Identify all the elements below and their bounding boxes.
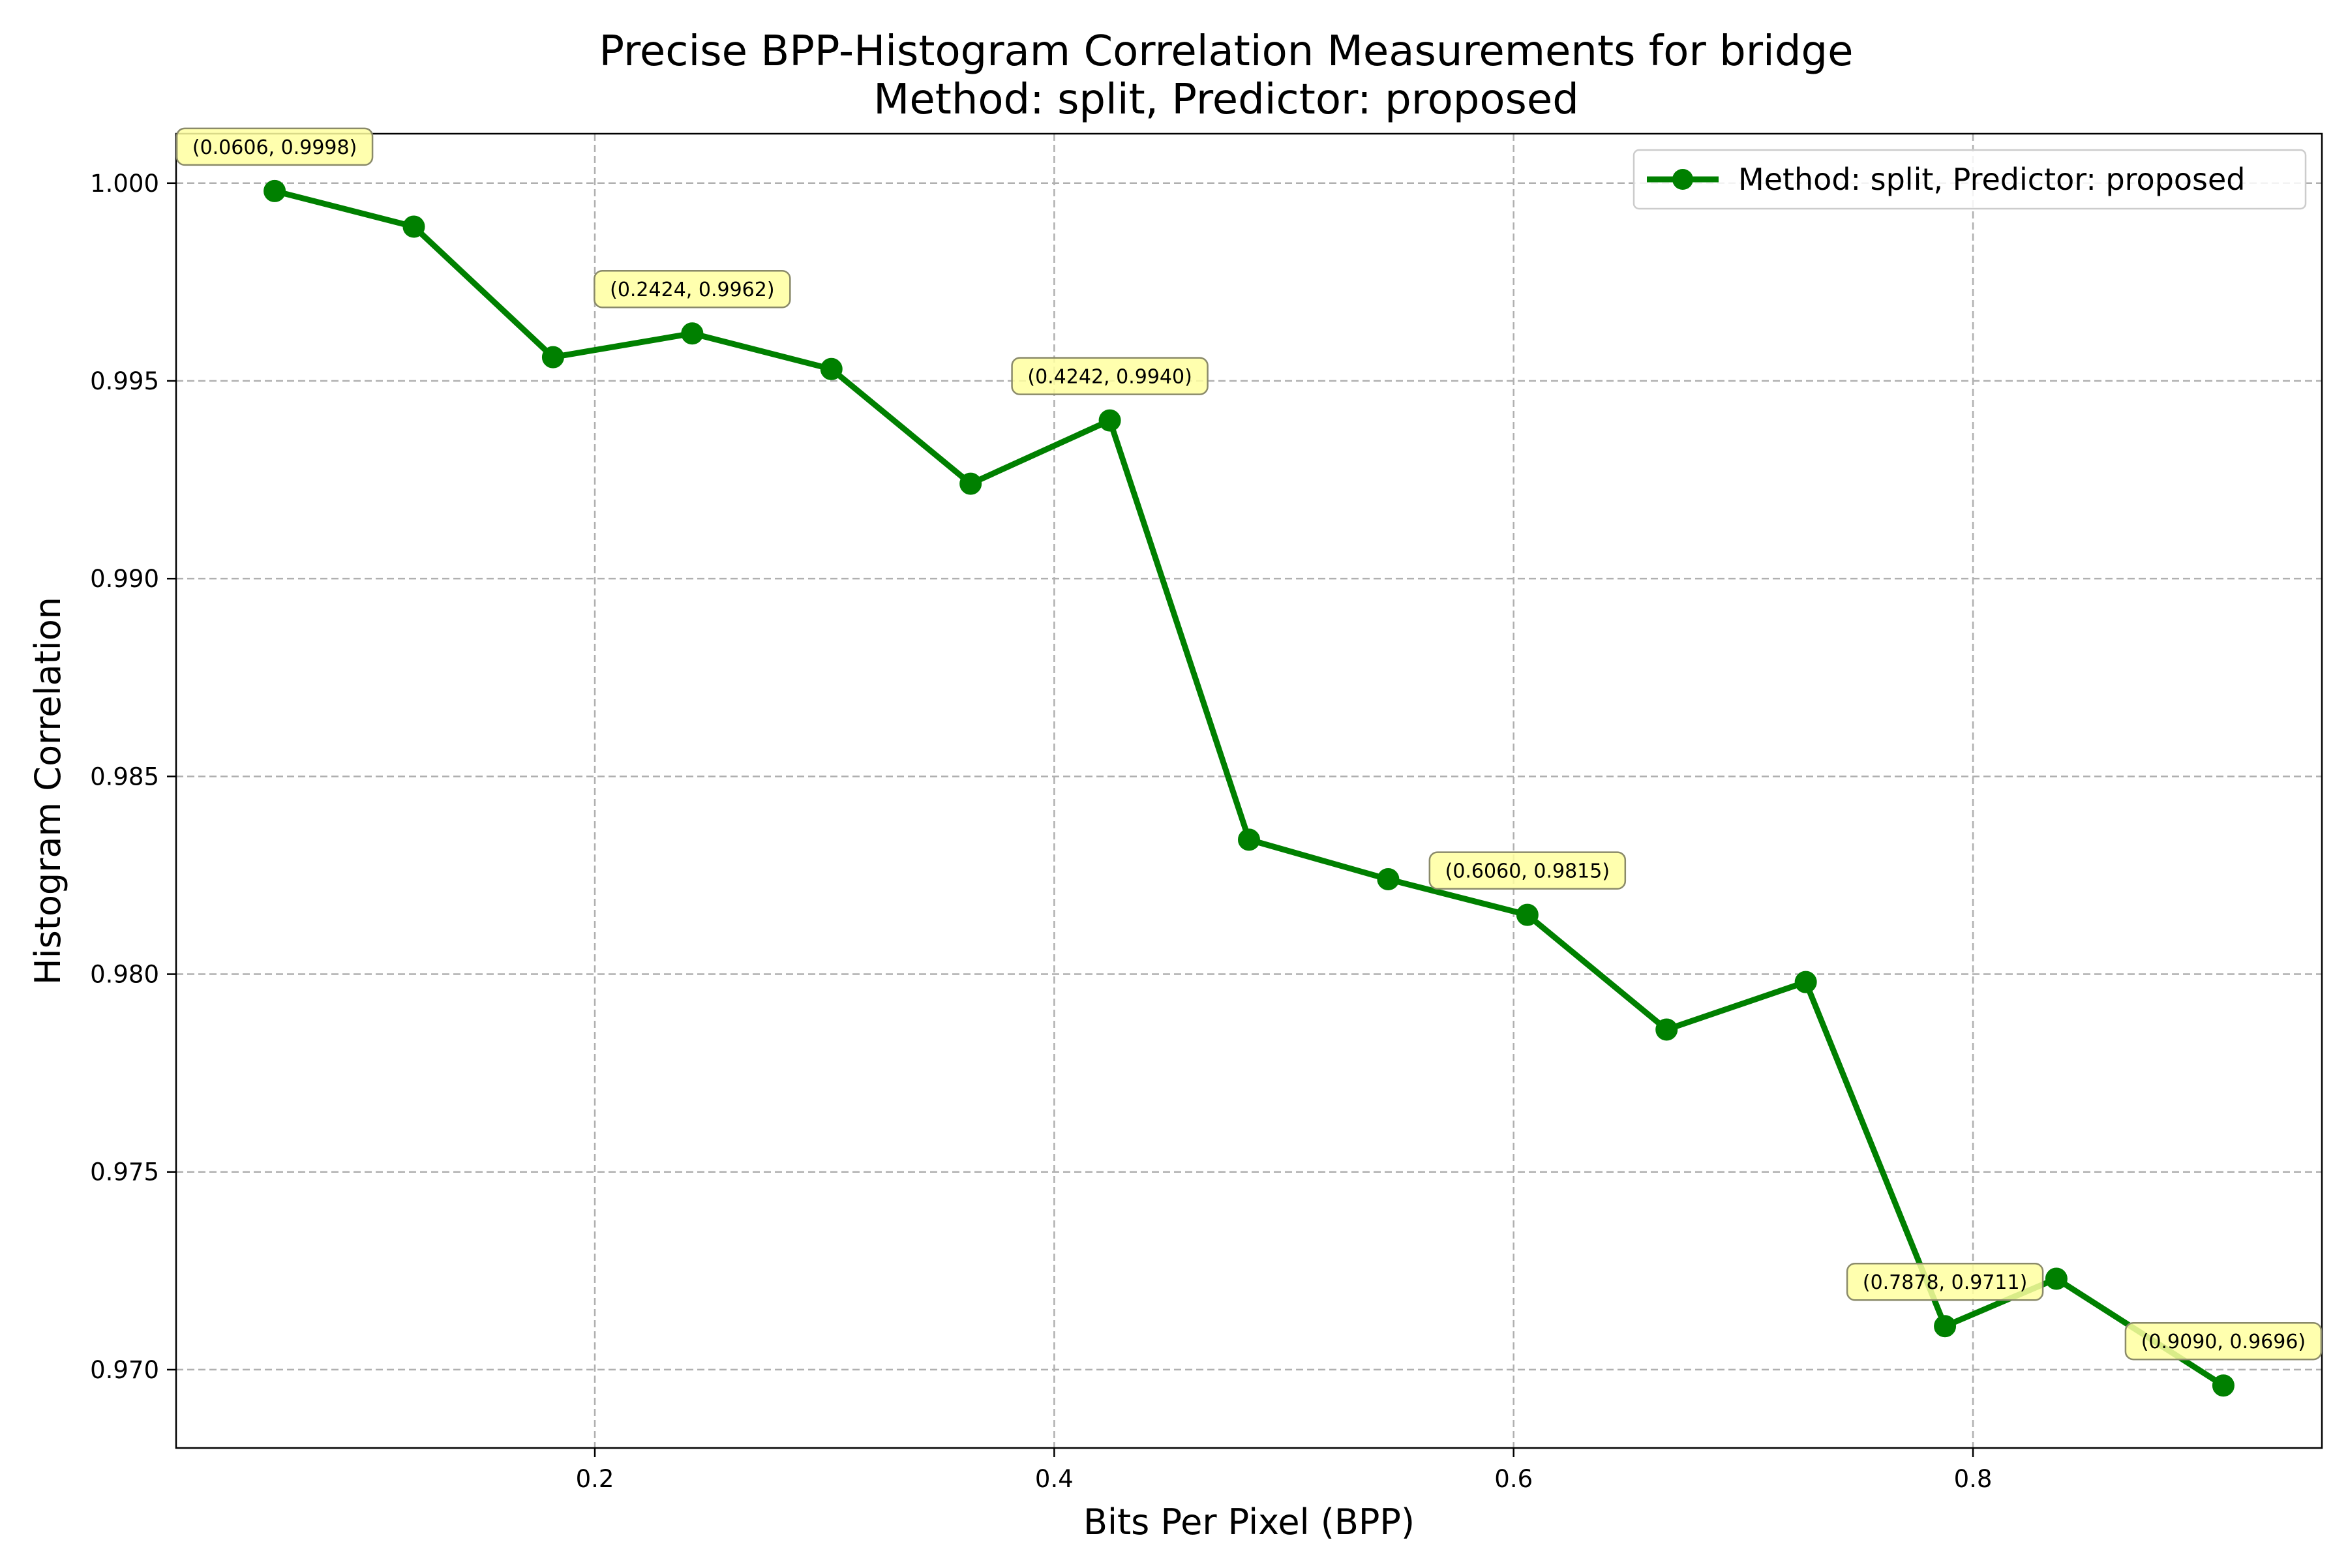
y-tick-label: 0.980 xyxy=(90,961,159,989)
data-point xyxy=(1934,1315,1957,1338)
y-tick-label: 1.000 xyxy=(90,170,159,198)
y-tick-label: 0.990 xyxy=(90,565,159,593)
annotation-box xyxy=(594,269,791,309)
x-tick-label: 0.8 xyxy=(1954,1465,1993,1493)
annotation-label: (0.7878, 0.9711) xyxy=(1863,1271,2027,1294)
annotation-label: (0.9090, 0.9696) xyxy=(2141,1331,2306,1353)
legend-box xyxy=(1633,149,2307,210)
annotation-label: (0.6060, 0.9815) xyxy=(1445,860,1610,883)
y-axis-label: Histogram Correlation xyxy=(27,597,68,985)
data-point xyxy=(1238,828,1260,851)
annotation-box xyxy=(1011,357,1209,395)
data-point xyxy=(2045,1267,2068,1290)
series-line xyxy=(271,188,2227,1389)
annotation-label: (0.4242, 0.9940) xyxy=(1027,366,1192,389)
annotation-box xyxy=(175,127,374,166)
data-point xyxy=(1516,903,1539,926)
data-point xyxy=(959,472,982,495)
data-point xyxy=(263,179,286,202)
x-tick-label: 0.6 xyxy=(1494,1465,1533,1493)
data-point xyxy=(1377,868,1400,891)
chart-title: Precise BPP-Histogram Correlation Measur… xyxy=(599,27,1854,76)
data-point xyxy=(1794,971,1817,993)
y-tick-label: 0.975 xyxy=(90,1158,159,1186)
x-axis-label: Bits Per Pixel (BPP) xyxy=(1083,1501,1415,1543)
y-tick-label: 0.970 xyxy=(90,1356,159,1384)
data-point xyxy=(2212,1374,2235,1397)
chart-subtitle: Method: split, Predictor: proposed xyxy=(873,76,1579,124)
x-tick-label: 0.4 xyxy=(1035,1465,1074,1493)
annotation-label: (0.2424, 0.9962) xyxy=(610,279,774,301)
data-point xyxy=(681,322,704,345)
data-point xyxy=(402,215,425,238)
data-point xyxy=(1098,409,1121,432)
data-point xyxy=(1655,1018,1678,1041)
annotation-box xyxy=(1846,1262,2044,1301)
x-tick-label: 0.2 xyxy=(576,1465,614,1493)
y-tick-label: 0.995 xyxy=(90,367,159,395)
data-point xyxy=(820,357,843,380)
annotation-box xyxy=(2124,1321,2323,1361)
annotation-label: (0.0606, 0.9998) xyxy=(192,136,357,159)
annotation-box xyxy=(1428,851,1627,890)
plot-frame xyxy=(175,132,2323,1449)
data-point xyxy=(541,346,564,369)
y-tick-label: 0.985 xyxy=(90,762,159,791)
legend-swatch-marker xyxy=(1672,169,1693,190)
legend-label: Method: split, Predictor: proposed xyxy=(1738,162,2246,197)
